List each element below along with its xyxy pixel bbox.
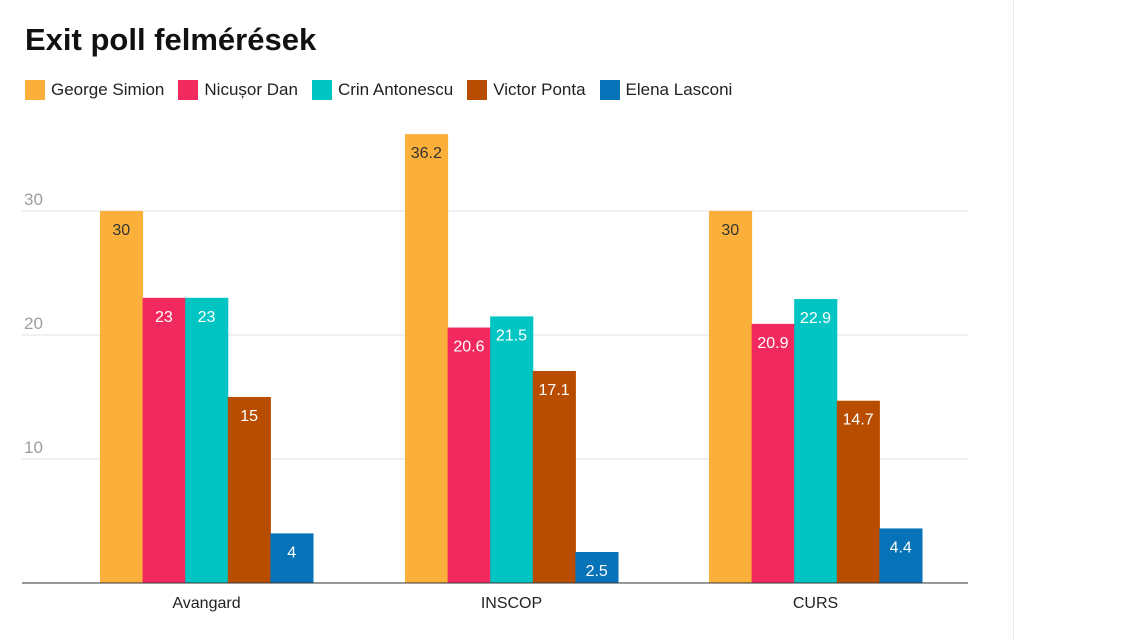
bar — [185, 297, 229, 583]
legend-item: Nicușor Dan — [178, 80, 298, 100]
bar — [405, 134, 449, 583]
bar — [751, 323, 795, 583]
bar — [270, 533, 314, 583]
data-label: 17.1 — [539, 382, 570, 399]
bar — [447, 327, 491, 583]
legend-swatch — [311, 80, 332, 100]
data-label: 14.7 — [843, 412, 874, 429]
chart-legend: George Simion Nicușor Dan Crin Antonescu Vi… — [25, 80, 746, 100]
bar-chart: 10 20 30 30 23 23 15 4 Avangard 36.2 20.6 21.5 17.1 2… — [22, 134, 968, 612]
data-label: 23 — [155, 309, 173, 326]
legend-swatch — [599, 80, 620, 100]
legend-label: Victor Ponta — [493, 80, 586, 99]
data-label: 4.4 — [890, 539, 912, 556]
legend-item: Crin Antonescu — [311, 80, 454, 100]
legend-label: Crin Antonescu — [337, 80, 454, 99]
bar — [100, 211, 144, 583]
bar — [836, 400, 880, 583]
legend-swatch — [25, 80, 45, 100]
legend-label: Elena Lasconi — [625, 80, 733, 99]
data-label: 2.5 — [586, 563, 608, 580]
y-tick-label: 30 — [24, 190, 43, 209]
bar — [709, 211, 753, 583]
legend-label: Nicușor Dan — [204, 80, 298, 99]
legend-swatch — [467, 80, 488, 100]
y-tick-label: 20 — [24, 314, 43, 333]
data-label: 23 — [198, 309, 216, 326]
data-label: 4 — [287, 544, 296, 561]
data-label: 30 — [721, 222, 739, 239]
bar — [142, 297, 186, 583]
bar — [227, 397, 271, 583]
legend-label: George Simion — [51, 80, 165, 99]
data-label: 36.2 — [411, 145, 442, 162]
x-category-label: CURS — [793, 595, 838, 612]
bar — [532, 370, 576, 583]
side-panel — [1013, 0, 1130, 640]
x-category-label: INSCOP — [481, 595, 542, 612]
bar — [879, 528, 923, 583]
y-tick-label: 10 — [24, 438, 43, 457]
data-label: 22.9 — [800, 310, 831, 327]
bar — [575, 552, 619, 583]
data-label: 21.5 — [496, 327, 527, 344]
legend-item: Victor Ponta — [467, 80, 586, 100]
data-label: 30 — [112, 222, 130, 239]
bar — [794, 299, 838, 583]
x-category-label: Avangard — [172, 595, 240, 612]
bar — [490, 316, 534, 583]
data-label: 20.9 — [757, 335, 788, 352]
data-label: 15 — [240, 408, 258, 425]
legend-item: George Simion — [25, 80, 164, 100]
data-label: 20.6 — [453, 339, 484, 356]
chart-title: Exit poll felmérések — [25, 22, 317, 57]
legend-swatch — [178, 80, 199, 100]
legend-item: Elena Lasconi — [599, 80, 733, 100]
